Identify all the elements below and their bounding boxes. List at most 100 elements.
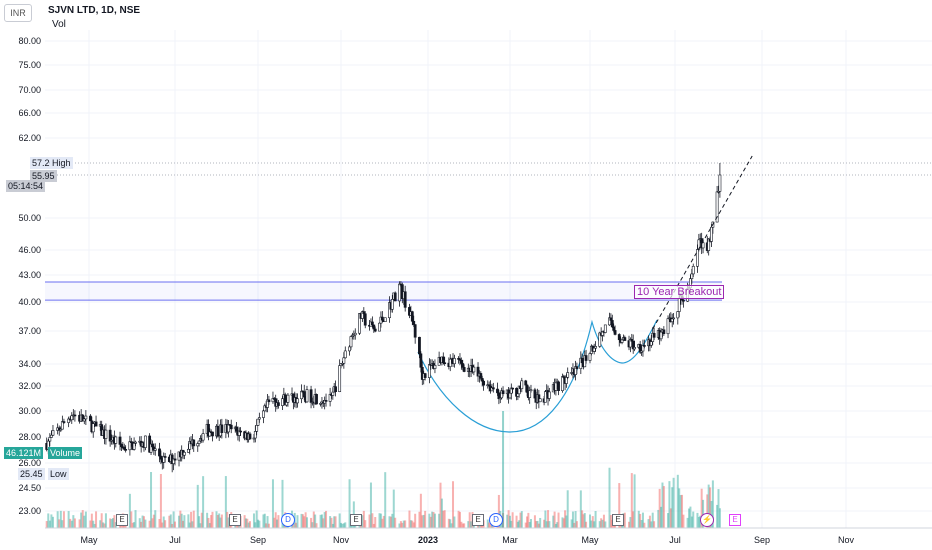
volume-bar	[211, 511, 214, 528]
candle-body	[255, 424, 259, 432]
price-tick-label: 40.00	[18, 297, 41, 307]
earnings-event-icon[interactable]: E	[472, 514, 484, 526]
candle-body	[707, 238, 711, 251]
volume-bar	[133, 522, 136, 528]
earnings-event-icon[interactable]: E	[116, 514, 128, 526]
candle-body	[158, 448, 161, 457]
volume-bar	[623, 512, 626, 528]
volume-bar	[274, 512, 277, 528]
candle-body	[433, 365, 437, 369]
candle-body	[342, 357, 346, 364]
candle-body	[554, 382, 558, 391]
breakout-annotation[interactable]: 10 Year Breakout	[634, 285, 725, 299]
candle-body	[652, 332, 656, 338]
volume-bar	[552, 515, 555, 528]
candle-body	[104, 429, 108, 439]
volume-bar	[80, 512, 83, 528]
candle-body	[277, 402, 280, 406]
volume-bar	[134, 510, 137, 528]
volume-bar	[536, 520, 539, 528]
candle-body	[182, 452, 186, 456]
volume-bar	[421, 515, 424, 528]
dividend-event-icon[interactable]: D	[281, 513, 295, 527]
candle-body	[143, 435, 147, 448]
candle-body	[472, 366, 476, 373]
volume-bars	[45, 411, 721, 528]
volume-bar	[164, 520, 167, 528]
candle-body	[508, 392, 512, 399]
candle-body	[479, 373, 483, 379]
volume-bar	[168, 515, 171, 528]
volume-bar	[276, 519, 279, 528]
volume-bar	[344, 522, 347, 528]
candle-body	[496, 388, 499, 394]
candle-body	[491, 387, 495, 390]
volume-bar	[246, 518, 249, 528]
volume-bar	[379, 513, 382, 528]
volume-bar	[263, 513, 266, 528]
price-tick-label: 62.00	[18, 133, 41, 143]
candle-body	[642, 345, 646, 347]
volume-bar	[682, 514, 685, 528]
earnings-event-icon[interactable]: E	[612, 514, 624, 526]
candle-body	[239, 430, 242, 433]
split-event-icon[interactable]: ⚡	[700, 513, 714, 527]
volume-bar	[641, 512, 644, 528]
earnings-event-icon[interactable]: E	[229, 514, 241, 526]
dividend-event-icon[interactable]: D	[489, 513, 503, 527]
earnings-event-icon[interactable]: E	[350, 514, 362, 526]
candle-body	[84, 415, 88, 420]
volume-bar	[382, 515, 385, 528]
candle-body	[453, 358, 456, 365]
candle-body	[609, 317, 613, 321]
candle-body	[482, 380, 485, 386]
candle-body	[501, 390, 505, 395]
volume-bar	[547, 510, 550, 528]
time-tick-label: Nov	[838, 535, 855, 545]
volume-bar	[192, 510, 195, 528]
volume-bar	[543, 519, 546, 528]
volume-bar	[48, 520, 51, 528]
candle-body	[73, 414, 77, 417]
volume-bar	[210, 515, 213, 528]
earnings-event-icon[interactable]: E	[729, 514, 741, 526]
candle-body	[441, 356, 445, 363]
volume-bar	[640, 519, 643, 528]
high-value: 57.20	[30, 157, 57, 169]
time-axis: May Jul Sep Nov 2023 Mar May Jul Sep Nov	[45, 527, 932, 545]
volume-bar	[647, 519, 650, 528]
volume-bar	[56, 511, 59, 528]
volume-bar	[312, 511, 315, 528]
volume-bar	[544, 510, 547, 528]
volume-bar	[519, 512, 522, 528]
volume-bar	[202, 476, 205, 528]
volume-bar	[364, 520, 367, 528]
currency-selector[interactable]: INR	[4, 4, 32, 22]
candle-body	[612, 326, 616, 331]
volume-spike	[502, 411, 505, 528]
volume-bar	[154, 510, 157, 528]
volume-bar	[206, 512, 209, 528]
volume-tag: Volume	[48, 447, 83, 459]
candle-body	[370, 321, 374, 326]
volume-bar	[162, 516, 165, 528]
candle-body	[70, 415, 74, 421]
current-price-tag: 55.95	[30, 170, 57, 182]
volume-bar	[520, 511, 523, 528]
volume-bar	[507, 510, 510, 528]
volume-bar	[187, 514, 190, 528]
candle-body	[94, 421, 98, 427]
candle-body	[362, 311, 366, 315]
volume-bar	[399, 521, 402, 528]
volume-bar	[432, 512, 435, 528]
volume-indicator-label[interactable]: Vol	[52, 19, 66, 30]
candle-body	[343, 350, 347, 359]
volume-bar	[582, 514, 585, 528]
volume-bar	[172, 511, 175, 528]
volume-bar	[452, 481, 455, 528]
volume-bar	[62, 511, 65, 528]
volume-bar	[90, 513, 93, 528]
candle-body	[120, 444, 123, 448]
candle-body	[315, 394, 318, 405]
